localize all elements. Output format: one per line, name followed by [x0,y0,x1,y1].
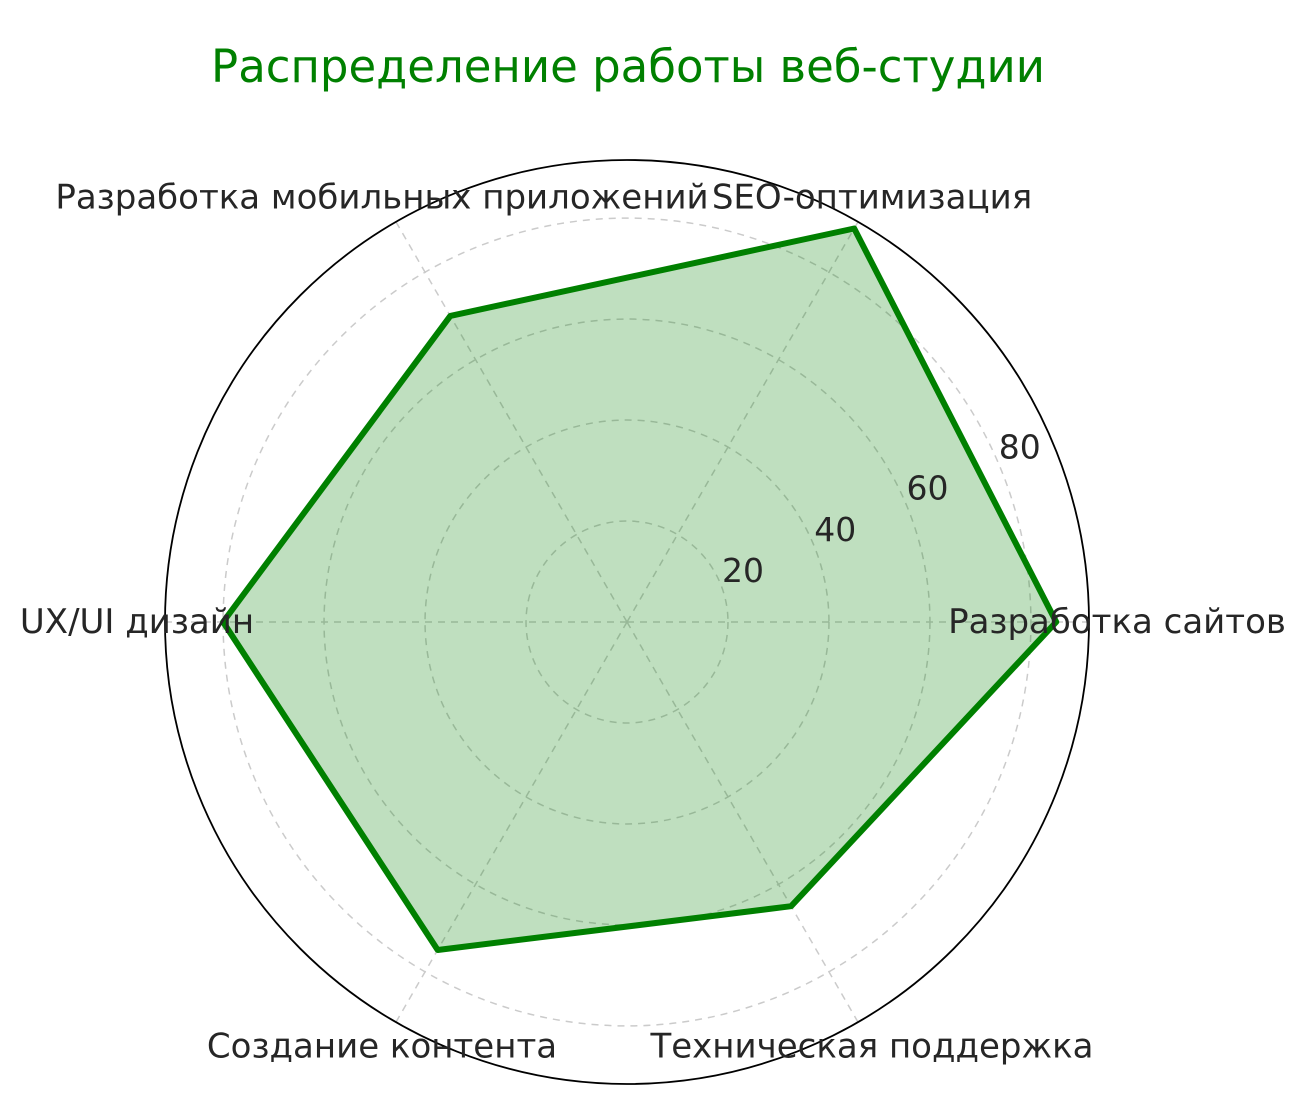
category-label-0: Разработка сайтов [948,602,1286,642]
category-label-4: Создание контента [207,1026,557,1066]
r-tick-label-80: 80 [999,428,1041,467]
category-label-1: SEO-оптимизация [712,178,1032,218]
r-tick-label-60: 60 [907,469,949,508]
category-label-5: Техническая поддержка [649,1026,1093,1066]
data-polygon [220,225,1060,953]
r-tick-label-20: 20 [722,551,764,590]
grid-circle-20 [525,520,729,724]
polar-outline [164,159,1090,1085]
r-tick-label-40: 40 [814,510,856,549]
chart-title: Распределение работы веб-студии [211,40,1045,94]
category-label-2: Разработка мобильных приложений [55,178,708,218]
category-label-3: UX/UI дизайн [20,602,254,642]
